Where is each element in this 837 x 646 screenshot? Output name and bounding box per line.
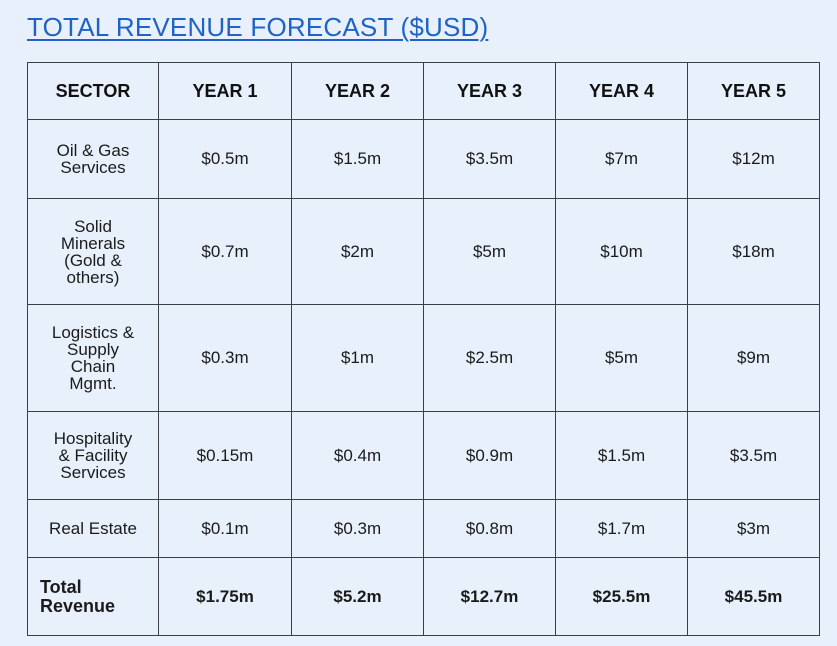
value-cell: $3.5m <box>423 119 556 199</box>
page-title: TOTAL REVENUE FORECAST ($USD) <box>27 12 489 42</box>
sector-line: (Gold & <box>64 250 122 270</box>
value-cell: $9m <box>687 304 820 412</box>
total-label-line: Revenue <box>40 595 116 616</box>
sector-line: Real Estate <box>49 518 137 538</box>
sector-line: Logistics & <box>51 323 135 342</box>
value-cell: $5m <box>555 304 688 412</box>
value-cell: $18m <box>687 198 820 305</box>
sector-cell-solid-minerals: Solid Minerals (Gold & others) <box>27 198 159 305</box>
column-header-year-4: YEAR 4 <box>555 62 688 120</box>
value-cell: $0.7m <box>158 198 292 305</box>
value-cell: $0.3m <box>291 499 424 558</box>
value-cell: $2.5m <box>423 304 556 412</box>
sector-cell-hospitality: Hospitality & Facility Services <box>27 411 159 500</box>
value-cell: $0.1m <box>158 499 292 558</box>
column-header-year-3: YEAR 3 <box>423 62 556 120</box>
total-label-cell: Total Revenue <box>27 557 159 636</box>
sector-line: Minerals <box>60 233 126 253</box>
value-cell: $1.5m <box>555 411 688 500</box>
total-label-line: Total <box>40 576 82 597</box>
column-header-sector: SECTOR <box>27 62 159 120</box>
column-header-year-5: YEAR 5 <box>687 62 820 120</box>
value-cell: $12m <box>687 119 820 199</box>
total-value-cell: $25.5m <box>555 557 688 636</box>
revenue-forecast-table: SECTOR YEAR 1 YEAR 2 YEAR 3 YEAR 4 YEAR … <box>27 62 820 636</box>
sector-line: Services <box>60 463 126 482</box>
sector-cell-oil-gas: Oil & Gas Services <box>27 119 159 199</box>
sector-line: Solid <box>74 216 112 236</box>
value-cell: $1.5m <box>291 119 424 199</box>
sector-cell-real-estate: Real Estate <box>27 499 159 558</box>
value-cell: $0.8m <box>423 499 556 558</box>
value-cell: $1m <box>291 304 424 412</box>
value-cell: $1.7m <box>555 499 688 558</box>
sector-line: others) <box>66 267 120 287</box>
table-row: Real Estate $0.1m $0.3m $0.8m $1.7m $3m <box>27 499 820 558</box>
total-value-cell: $1.75m <box>158 557 292 636</box>
value-cell: $0.5m <box>158 119 292 199</box>
value-cell: $3.5m <box>687 411 820 500</box>
value-cell: $5m <box>423 198 556 305</box>
column-header-year-1: YEAR 1 <box>158 62 292 120</box>
value-cell: $0.3m <box>158 304 292 412</box>
table-row: Oil & Gas Services $0.5m $1.5m $3.5m $7m… <box>27 119 820 199</box>
sector-line: Oil & Gas <box>56 141 130 160</box>
sector-line: Supply <box>67 340 119 359</box>
sector-line: Mgmt. <box>69 374 117 393</box>
column-header-year-2: YEAR 2 <box>291 62 424 120</box>
total-value-cell: $5.2m <box>291 557 424 636</box>
sector-line: & Facility <box>58 446 128 465</box>
header-row: SECTOR YEAR 1 YEAR 2 YEAR 3 YEAR 4 YEAR … <box>27 62 820 120</box>
value-cell: $10m <box>555 198 688 305</box>
table-row: Solid Minerals (Gold & others) $0.7m $2m… <box>27 198 820 305</box>
sector-line: Hospitality <box>53 429 133 448</box>
total-value-cell: $45.5m <box>687 557 820 636</box>
sector-line: Chain <box>70 357 116 376</box>
table-row: Hospitality & Facility Services $0.15m $… <box>27 411 820 500</box>
table-row: Logistics & Supply Chain Mgmt. $0.3m $1m… <box>27 304 820 412</box>
value-cell: $0.15m <box>158 411 292 500</box>
sector-line: Services <box>60 158 126 177</box>
value-cell: $0.9m <box>423 411 556 500</box>
value-cell: $0.4m <box>291 411 424 500</box>
value-cell: $7m <box>555 119 688 199</box>
total-value-cell: $12.7m <box>423 557 556 636</box>
total-row: Total Revenue $1.75m $5.2m $12.7m $25.5m… <box>27 557 820 636</box>
value-cell: $2m <box>291 198 424 305</box>
value-cell: $3m <box>687 499 820 558</box>
sector-cell-logistics: Logistics & Supply Chain Mgmt. <box>27 304 159 412</box>
